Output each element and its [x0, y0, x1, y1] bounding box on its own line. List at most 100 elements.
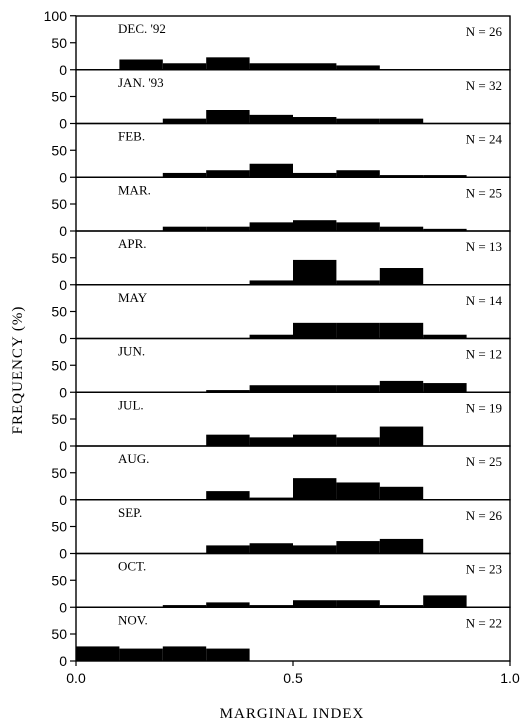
- histogram-bar: [336, 600, 380, 608]
- y-axis-title: FREQUENCY (%): [10, 306, 26, 435]
- histogram-bar: [379, 426, 424, 446]
- histogram-bar: [206, 648, 250, 661]
- histogram-bar: [423, 383, 467, 393]
- y-tick-label: 50: [51, 196, 67, 212]
- histogram-bar: [336, 385, 380, 393]
- y-tick-label: 0: [59, 116, 67, 132]
- histogram-bar: [162, 646, 207, 661]
- sample-size-label: N = 23: [466, 562, 502, 577]
- month-label: APR.: [118, 236, 147, 251]
- histogram-bar: [293, 117, 337, 124]
- sample-size-label: N = 14: [466, 293, 503, 308]
- month-label: AUG.: [118, 451, 149, 466]
- histogram-bar: [119, 59, 163, 70]
- sample-size-label: N = 19: [466, 400, 502, 415]
- panel-12: NOV. N = 22 50 0: [51, 606, 511, 669]
- sample-size-label: N = 22: [466, 615, 502, 630]
- histogram-bar: [336, 437, 380, 446]
- panel-7: JUN. N = 12 50 0: [51, 337, 511, 400]
- histogram-bar: [379, 486, 424, 500]
- month-label: MAY: [118, 290, 148, 305]
- month-label: MAR.: [118, 182, 151, 197]
- sample-size-label: N = 26: [466, 508, 503, 523]
- histogram-bar: [379, 226, 424, 231]
- histogram-bar: [206, 390, 250, 393]
- panel-5: APR. N = 13 50 0: [51, 230, 511, 293]
- histogram-bar: [379, 175, 424, 178]
- x-tick-label: 1.0: [500, 670, 520, 686]
- histogram-bar: [162, 118, 207, 124]
- histogram-bar: [336, 65, 380, 70]
- y-tick-label: 0: [59, 331, 67, 347]
- histogram-bar: [293, 63, 337, 70]
- y-tick-label: 50: [51, 626, 67, 642]
- y-tick-label: 0: [59, 546, 67, 562]
- y-tick-label: 50: [51, 304, 67, 320]
- y-tick-label: 50: [51, 89, 67, 105]
- histogram-bar: [206, 110, 250, 124]
- y-tick-label: 50: [51, 357, 67, 373]
- histogram-bar: [336, 222, 380, 231]
- month-label: SEP.: [118, 505, 142, 520]
- histogram-bar: [293, 545, 337, 554]
- histogram-bar: [249, 114, 293, 124]
- histogram-bar: [249, 222, 293, 231]
- histogram-bar: [206, 602, 250, 608]
- y-tick-label: 50: [51, 35, 67, 51]
- panel-10: SEP. N = 26 50 0: [51, 499, 511, 562]
- histogram-bar: [336, 118, 380, 124]
- histogram-bar: [423, 595, 467, 608]
- histogram-bar: [249, 163, 293, 178]
- histogram-bar: [249, 543, 293, 554]
- panel-9: AUG. N = 25 50 0: [51, 445, 511, 508]
- x-tick-label: 0.0: [66, 670, 86, 686]
- panel-1: DEC. '92 N = 26 100 50 0: [44, 8, 511, 78]
- histogram-bar: [249, 334, 293, 339]
- sample-size-label: N = 12: [466, 347, 502, 362]
- y-tick-label: 0: [59, 169, 67, 185]
- histogram-bar: [249, 605, 293, 608]
- month-label: JUN.: [118, 344, 145, 359]
- histogram-bar: [162, 605, 207, 608]
- panel-4: MAR. N = 25 50 0: [51, 176, 511, 239]
- histogram-bar: [379, 538, 424, 554]
- histogram-bar: [293, 220, 337, 231]
- y-tick-label: 50: [51, 142, 67, 158]
- histogram-bar: [206, 57, 250, 70]
- histogram-bar: [249, 385, 293, 393]
- histogram-bar: [379, 380, 424, 393]
- sample-size-label: N = 25: [466, 454, 502, 469]
- month-label: FEB.: [118, 129, 145, 144]
- sample-size-label: N = 32: [466, 78, 502, 93]
- sample-size-label: N = 25: [466, 185, 502, 200]
- histogram-bar: [162, 226, 207, 231]
- panel-6: MAY N = 14 50 0: [51, 284, 511, 347]
- histogram-bar: [76, 646, 120, 661]
- month-label: OCT.: [118, 559, 146, 574]
- histogram-bar: [336, 541, 380, 554]
- histogram-bar: [119, 648, 163, 661]
- y-tick-label: 0: [59, 492, 67, 508]
- histogram-bar: [379, 605, 424, 608]
- sample-size-label: N = 26: [466, 24, 503, 39]
- month-label: NOV.: [118, 612, 148, 627]
- histogram-bar: [336, 322, 380, 339]
- panel-11: OCT. N = 23 50 0: [51, 552, 511, 615]
- x-tick-labels: 0.0 0.5 1.0: [66, 661, 520, 686]
- histogram-bar: [293, 600, 337, 608]
- histogram-bar: [249, 437, 293, 446]
- histogram-bar: [423, 175, 467, 178]
- histogram-bar: [293, 259, 337, 285]
- sample-size-label: N = 24: [466, 132, 503, 147]
- histogram-bar: [423, 334, 467, 339]
- y-tick-label: 0: [59, 277, 67, 293]
- y-tick-label: 100: [44, 8, 68, 24]
- histogram-bar: [206, 434, 250, 446]
- sample-size-label: N = 13: [466, 239, 502, 254]
- histogram-bar: [206, 226, 250, 231]
- y-tick-label: 50: [51, 465, 67, 481]
- y-tick-label: 50: [51, 250, 67, 266]
- histogram-bar: [249, 63, 293, 70]
- histogram-bar: [379, 268, 424, 285]
- histogram-bar: [293, 478, 337, 500]
